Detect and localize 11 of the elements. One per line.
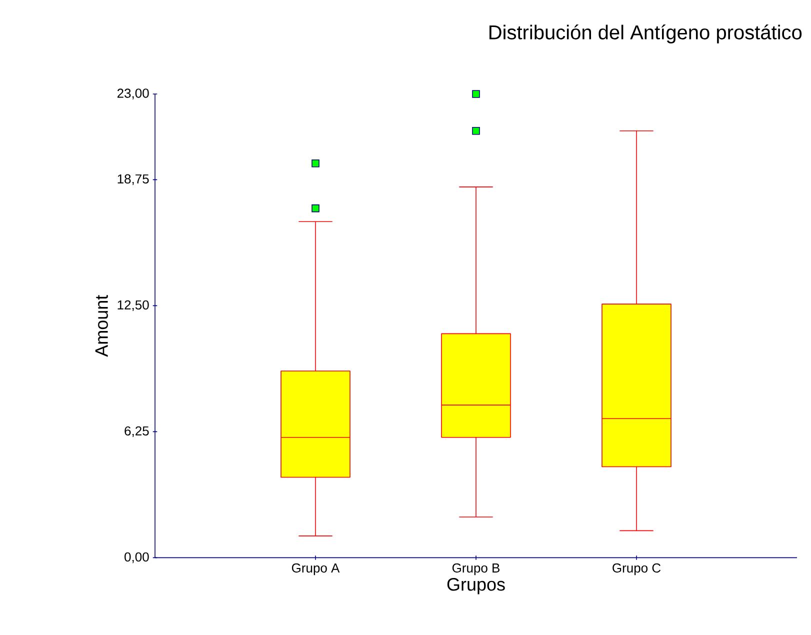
x-tick-label: Grupo B [452,563,500,576]
chart-title: Distribución del Antígeno prostático [490,24,802,44]
y-tick-label: 0,00 [124,552,149,564]
y-axis-title: Amount [95,294,108,357]
y-tick-label: 23,00 [117,88,149,100]
y-tick-label: 18,75 [118,174,149,186]
y-tick-label: 12,50 [118,300,149,312]
y-tick-label: 6,25 [124,426,149,438]
x-tick-label: Grupo A [292,563,340,576]
x-tick-label: Grupo C [612,563,661,576]
x-axis-title: Grupos [447,578,505,594]
